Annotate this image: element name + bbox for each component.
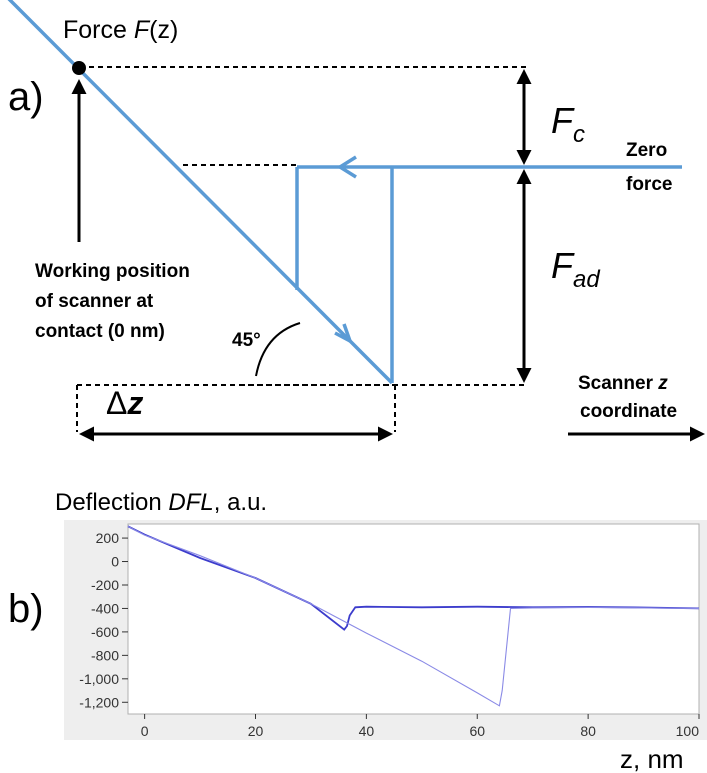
x-tick-label: 80	[580, 723, 596, 739]
y-tick-label: -400	[91, 600, 119, 616]
y-tick-label: -600	[91, 624, 119, 640]
y-tick-label: -1,200	[79, 694, 119, 710]
panel-b-label: b)	[8, 587, 44, 631]
force-axis-title: Force F(z)	[63, 16, 178, 44]
y-tick-label: -1,000	[79, 671, 119, 687]
angle-label: 45°	[232, 330, 261, 351]
y-tick-label: 0	[111, 554, 119, 570]
working-position-label: Working position of scanner at contact (…	[35, 261, 195, 342]
approach-trace	[127, 525, 700, 631]
deflection-axis-title: Deflection DFL, a.u.	[55, 489, 267, 516]
zero-force-label: Zero force	[626, 140, 672, 195]
contact-point-dot	[72, 61, 86, 75]
retract-trace	[127, 525, 700, 707]
retract-direction-arrowhead	[336, 155, 357, 179]
approach-slope-line	[7, 0, 394, 385]
x-tick-label: 0	[141, 723, 149, 739]
panel-a: a) Force F(z) Working position of scanne…	[7, 0, 705, 442]
axis-ticks: 200 0 -200 -400 -600 -800 -1,000 -1,200 0 20 40 60 8…	[79, 530, 700, 739]
y-tick-label: -800	[91, 647, 119, 663]
panel-a-label: a)	[8, 75, 44, 119]
scanner-z-label: Scanner z coordinate	[578, 373, 677, 422]
deflection-traces	[127, 525, 700, 707]
approach-direction-arrowhead	[334, 323, 354, 345]
x-axis-label: z, nm	[620, 744, 684, 773]
x-tick-label: 20	[248, 723, 264, 739]
y-tick-label: -200	[91, 577, 119, 593]
y-tick-label: 200	[96, 530, 120, 546]
panel-b: b) Deflection DFL, a.u. 2000-200-400-600…	[8, 489, 707, 773]
x-tick-label: 100	[676, 723, 700, 739]
x-tick-label: 60	[469, 723, 485, 739]
fc-label: Fc	[551, 100, 585, 148]
x-tick-label: 40	[359, 723, 375, 739]
fad-label: Fad	[551, 245, 600, 293]
delta-z-label: Δz	[106, 385, 143, 421]
plot-area	[127, 523, 700, 715]
angle-arc	[255, 322, 301, 377]
